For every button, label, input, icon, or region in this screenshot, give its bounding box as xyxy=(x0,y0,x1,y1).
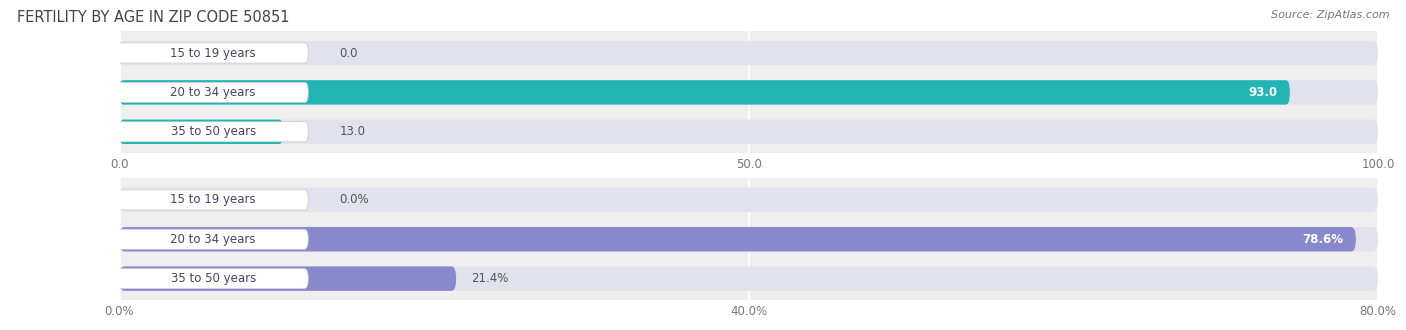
FancyBboxPatch shape xyxy=(114,82,308,102)
Text: 0.0%: 0.0% xyxy=(340,193,370,206)
FancyBboxPatch shape xyxy=(114,269,308,289)
Text: 15 to 19 years: 15 to 19 years xyxy=(170,193,256,206)
Text: 20 to 34 years: 20 to 34 years xyxy=(170,233,256,246)
Text: 78.6%: 78.6% xyxy=(1302,233,1343,246)
FancyBboxPatch shape xyxy=(120,119,283,144)
FancyBboxPatch shape xyxy=(120,80,1289,105)
FancyBboxPatch shape xyxy=(114,190,308,210)
FancyBboxPatch shape xyxy=(120,266,456,291)
Text: 13.0: 13.0 xyxy=(340,125,366,138)
FancyBboxPatch shape xyxy=(114,122,308,142)
Text: FERTILITY BY AGE IN ZIP CODE 50851: FERTILITY BY AGE IN ZIP CODE 50851 xyxy=(17,10,290,25)
Text: 0.0: 0.0 xyxy=(340,47,359,59)
FancyBboxPatch shape xyxy=(114,229,308,249)
FancyBboxPatch shape xyxy=(114,43,308,63)
FancyBboxPatch shape xyxy=(120,119,1378,144)
FancyBboxPatch shape xyxy=(120,227,1378,251)
FancyBboxPatch shape xyxy=(120,41,1378,65)
FancyBboxPatch shape xyxy=(120,80,1378,105)
Text: 15 to 19 years: 15 to 19 years xyxy=(170,47,256,59)
Text: 35 to 50 years: 35 to 50 years xyxy=(170,125,256,138)
Text: 93.0: 93.0 xyxy=(1249,86,1277,99)
Text: 21.4%: 21.4% xyxy=(471,272,509,285)
FancyBboxPatch shape xyxy=(120,266,1378,291)
Text: Source: ZipAtlas.com: Source: ZipAtlas.com xyxy=(1271,10,1389,20)
FancyBboxPatch shape xyxy=(120,188,1378,212)
Text: 20 to 34 years: 20 to 34 years xyxy=(170,86,256,99)
FancyBboxPatch shape xyxy=(120,227,1355,251)
Text: 35 to 50 years: 35 to 50 years xyxy=(170,272,256,285)
